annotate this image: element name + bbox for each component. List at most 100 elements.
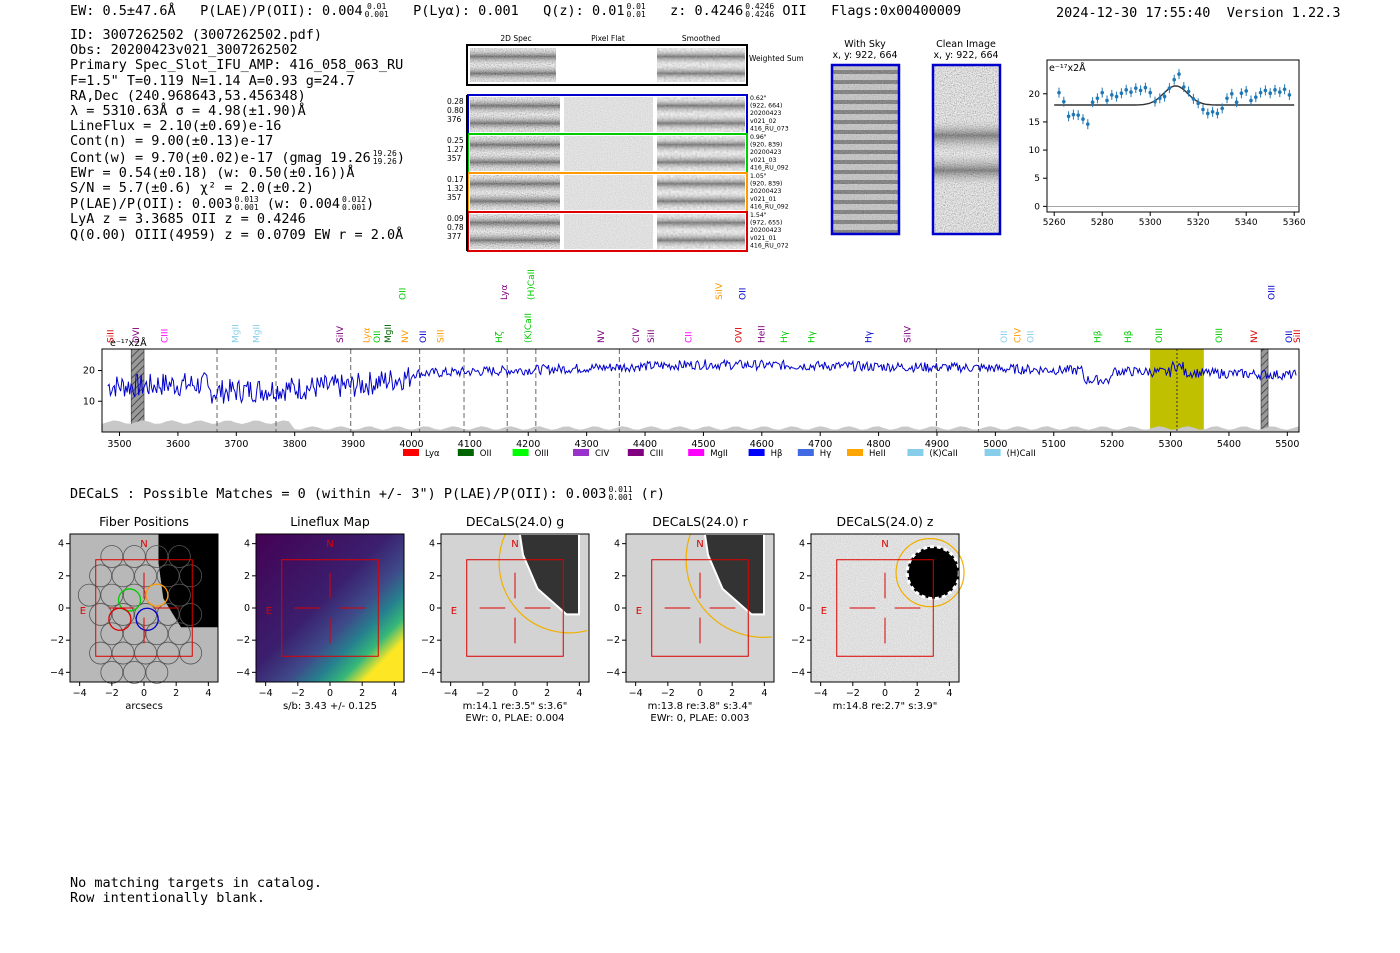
with-sky-panel: With Sky x, y: 922, 664: [830, 39, 901, 236]
fiber-circle: [145, 622, 169, 646]
zoom-y-tick-label: 10: [1029, 146, 1041, 156]
decals-y-tick-label: −2: [421, 635, 435, 646]
emission-line-label: OII: [1285, 331, 1295, 343]
decals-y-tick-label: 0: [799, 603, 805, 614]
zoom-spectrum-chart: e⁻¹⁷x2Å 5260 5280 5300 5320 5340 5360 0 5 10 15 20: [1029, 59, 1306, 228]
decals-x-tick-label: −4: [73, 688, 87, 699]
info-cont-w: Cont(w) = 9.70(±0.02)e-17 (gmag 19.26 19.…: [70, 148, 405, 166]
compass-north: N: [511, 539, 518, 550]
zoom-data-point: [1191, 97, 1196, 101]
zoom-data-point: [1153, 99, 1157, 104]
emission-line-label: OIII: [1155, 328, 1165, 343]
emission-line-label: (K)CaII: [524, 313, 534, 343]
emission-line-label: SiII: [647, 329, 657, 343]
info-lineflux: LineFlux = 2.10(±0.69)e-16: [70, 118, 282, 135]
zoom-y-tick-label: 5: [1034, 174, 1040, 184]
decals-x-tick-label: 4: [391, 688, 397, 699]
emission-line-markers: [216, 349, 1178, 432]
zoom-fit-curve: [1054, 85, 1295, 106]
fiber-circle: [122, 622, 146, 646]
decals-y-tick-label: 4: [429, 539, 435, 550]
zoom-data-point: [1254, 95, 1258, 99]
header-qz: Q(z): 0.01: [543, 3, 625, 19]
info-lambda: λ = 5310.63Å σ = 4.98(±1.90)Å: [70, 103, 306, 120]
emission-line-label: Lyα: [500, 284, 510, 300]
emission-line-label: Hγ: [780, 330, 790, 343]
legend-label: HeII: [869, 449, 886, 459]
fiber-circle: [156, 641, 180, 665]
decals-x-tick-label: 0: [327, 688, 333, 699]
zoom-x-tick-label: 5360: [1283, 218, 1306, 228]
full-x-tick-label: 4900: [925, 439, 949, 450]
info-cont-n: Cont(n) = 9.00(±0.13)e-17: [70, 133, 274, 150]
decals-summary-band: (r): [640, 486, 666, 502]
legend-swatch: [512, 449, 529, 456]
info-id: ID: 3007262502 (3007262502.pdf): [70, 27, 322, 43]
zoom-data-point: [1076, 113, 1080, 117]
zoom-x-tick-label: 5280: [1091, 218, 1114, 228]
legend-swatch: [847, 449, 863, 456]
decals-y-tick-label: 2: [244, 571, 250, 582]
cutout-row-right-label: v021_02: [750, 118, 777, 125]
full-x-tick-label: 5400: [1217, 439, 1241, 450]
zoom-data-point: [1172, 77, 1176, 82]
cutout-row-right-label: v021_01: [750, 196, 777, 203]
emission-line-label: MgII: [253, 324, 263, 343]
full-chart-units: e⁻¹⁷x2Å: [110, 337, 147, 349]
decals-y-tick-label: 0: [244, 603, 250, 614]
info-obs: Obs: 20200423v021_3007262502: [70, 42, 298, 59]
legend-label: Lyα: [425, 449, 440, 459]
cutout-row-left-label: 0.80: [447, 106, 464, 115]
full-x-tick-label: 4800: [866, 439, 890, 450]
zoom-chart-points: [1057, 69, 1292, 130]
decals-summary-text: DECaLS : Possible Matches = 0 (within +/…: [70, 486, 607, 502]
fiber-circle: [179, 564, 203, 588]
full-x-tick-label: 4500: [691, 439, 715, 450]
zoom-chart-units: e⁻¹⁷x2Å: [1049, 62, 1086, 74]
fiber-circle: [179, 603, 203, 626]
zoom-data-point: [1105, 98, 1109, 103]
decals-x-tick-label: −2: [661, 688, 675, 699]
decals-y-tick-label: 2: [614, 571, 620, 582]
fiber-circle-green: [117, 588, 142, 612]
emission-line-label: CIV: [1013, 327, 1023, 343]
zoom-data-point: [1062, 99, 1066, 104]
fiber-circle: [77, 583, 101, 607]
cutout-row-left-label: 0.28: [447, 97, 464, 106]
compass-north: N: [696, 539, 703, 550]
emission-line-label: OIII: [1267, 285, 1277, 300]
zoom-data-point: [1138, 88, 1143, 93]
zoom-data-point: [1167, 86, 1172, 90]
decals-x-tick-label: 0: [512, 688, 518, 699]
cutout-row-right-label: 416_RU_092: [750, 203, 789, 210]
emission-line-label: SiIV: [904, 325, 914, 343]
zoom-data-point: [1273, 88, 1277, 92]
decals-y-tick-label: −2: [791, 635, 805, 646]
decals-x-tick-label: 2: [359, 688, 365, 699]
footer-line-1: No matching targets in catalog.: [70, 875, 322, 891]
decals-panel-title: DECaLS(24.0) g: [466, 514, 564, 529]
decals-x-tick-label: 4: [761, 688, 767, 699]
zoom-data-point: [1220, 106, 1224, 111]
full-x-tick-label: 4600: [750, 439, 774, 450]
zoom-data-point: [1201, 107, 1205, 112]
cutout-row-right-label: 1.54": [750, 212, 767, 219]
legend-swatch: [627, 449, 644, 456]
header-z-line: OII: [782, 3, 807, 19]
legend-label: MgII: [710, 449, 728, 459]
decals-x-tick-label: −2: [476, 688, 490, 699]
info-sn: S/N = 5.7(±0.6) χ² = 2.0(±0.2): [70, 180, 314, 197]
zoom-data-point: [1124, 88, 1128, 92]
decals-y-tick-label: −4: [791, 667, 805, 678]
cutout-row-right-label: 20200423: [750, 149, 782, 156]
decals-x-tick-label: 0: [141, 688, 147, 699]
decals-x-tick-label: 2: [914, 688, 920, 699]
full-x-tick-label: 5200: [1100, 439, 1124, 450]
lineflux-map-image: [256, 534, 404, 682]
fiber-circle: [89, 641, 112, 665]
cutout-row-left-label: 1.27: [447, 145, 464, 154]
legend-swatch: [688, 449, 705, 456]
decals-y-tick-label: 2: [799, 571, 805, 582]
